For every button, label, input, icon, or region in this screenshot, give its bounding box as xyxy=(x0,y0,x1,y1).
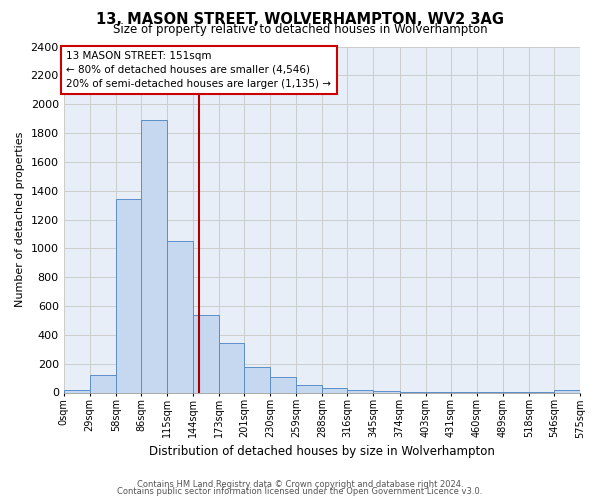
Text: Contains public sector information licensed under the Open Government Licence v3: Contains public sector information licen… xyxy=(118,487,482,496)
Bar xyxy=(90,375,116,392)
Bar xyxy=(244,368,270,392)
Bar xyxy=(167,241,193,392)
Bar xyxy=(554,390,580,392)
Bar xyxy=(373,391,400,392)
Bar xyxy=(270,378,296,392)
Bar xyxy=(193,314,219,392)
Bar xyxy=(64,390,90,392)
Text: 13, MASON STREET, WOLVERHAMPTON, WV2 3AG: 13, MASON STREET, WOLVERHAMPTON, WV2 3AG xyxy=(96,12,504,28)
Bar xyxy=(322,388,347,392)
Text: Size of property relative to detached houses in Wolverhampton: Size of property relative to detached ho… xyxy=(113,22,487,36)
Bar xyxy=(141,120,167,392)
Y-axis label: Number of detached properties: Number of detached properties xyxy=(15,132,25,307)
Text: 13 MASON STREET: 151sqm
← 80% of detached houses are smaller (4,546)
20% of semi: 13 MASON STREET: 151sqm ← 80% of detache… xyxy=(67,51,331,89)
Text: Contains HM Land Registry data © Crown copyright and database right 2024.: Contains HM Land Registry data © Crown c… xyxy=(137,480,463,489)
Bar xyxy=(219,344,244,392)
Bar xyxy=(296,384,322,392)
Bar xyxy=(347,390,373,392)
Bar xyxy=(116,200,141,392)
X-axis label: Distribution of detached houses by size in Wolverhampton: Distribution of detached houses by size … xyxy=(149,444,495,458)
